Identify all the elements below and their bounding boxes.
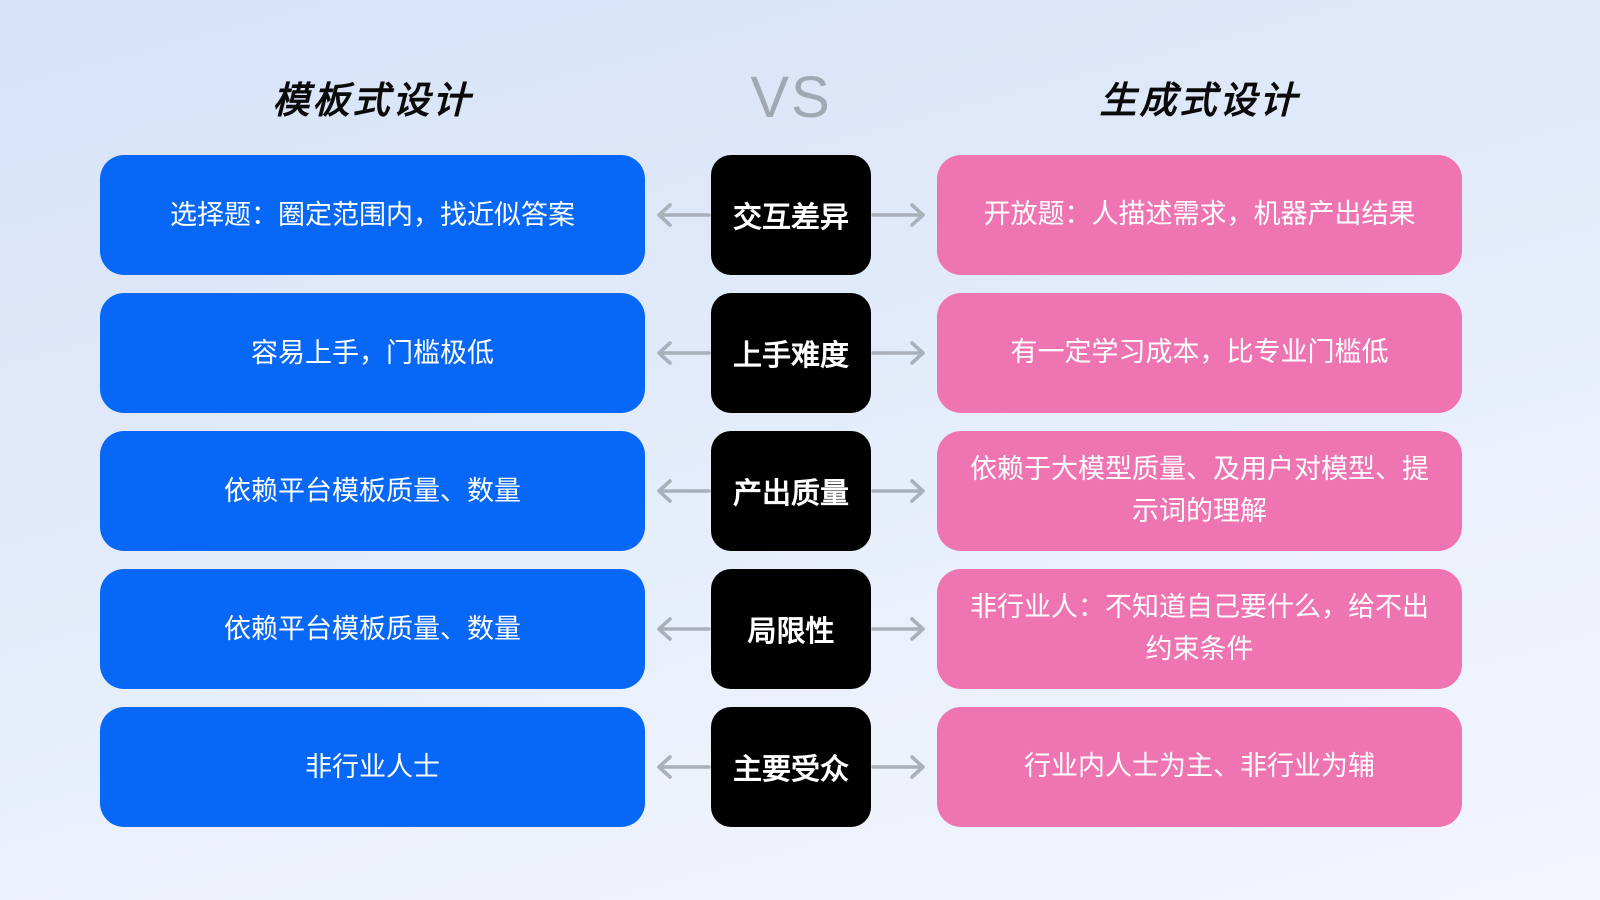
generative-design-cell: 开放题：人描述需求，机器产出结果 (937, 155, 1462, 275)
template-design-cell: 依赖平台模板质量、数量 (100, 431, 645, 551)
template-design-cell-text: 选择题：圈定范围内，找近似答案 (170, 199, 575, 230)
generative-design-cell-text: 行业内人士为主、非行业为辅 (1024, 751, 1375, 782)
right-column-title: 生成式设计 (1099, 80, 1300, 121)
dimension-label-text: 产出质量 (732, 478, 849, 510)
dimension-group: 上手难度 (645, 293, 937, 413)
dimension-label-text: 主要受众 (732, 754, 849, 786)
arrow-left-icon (657, 617, 711, 641)
header: 模板式设计 VS 生成式设计 (100, 52, 1462, 142)
row-audience: 非行业人士 主要受众 行业内人士为主、非行业为辅 (100, 707, 1462, 827)
arrow-left-icon (657, 341, 711, 365)
template-design-cell: 非行业人士 (100, 707, 645, 827)
dimension-label-text: 局限性 (747, 616, 835, 648)
dimension-label: 交互差异 (711, 155, 871, 275)
dimension-group: 局限性 (645, 569, 937, 689)
template-design-cell-text: 非行业人士 (305, 751, 440, 782)
dimension-group: 交互差异 (645, 155, 937, 275)
generative-design-cell: 行业内人士为主、非行业为辅 (937, 707, 1462, 827)
arrow-right-icon (871, 617, 925, 641)
arrow-right-icon (871, 755, 925, 779)
dimension-label: 上手难度 (711, 293, 871, 413)
generative-design-cell-text: 开放题：人描述需求，机器产出结果 (983, 199, 1416, 230)
comparison-rows: 选择题：圈定范围内，找近似答案 交互差异 开放题：人描述需求，机器产出结果 容易… (100, 155, 1462, 827)
arrow-right-icon (871, 341, 925, 365)
generative-design-cell-text: 有一定学习成本，比专业门槛低 (1010, 337, 1389, 368)
vs-label: VS (750, 64, 832, 130)
arrow-right-icon (871, 203, 925, 227)
generative-design-cell: 有一定学习成本，比专业门槛低 (937, 293, 1462, 413)
dimension-label: 局限性 (711, 569, 871, 689)
arrow-left-icon (657, 203, 711, 227)
template-design-cell: 容易上手，门槛极低 (100, 293, 645, 413)
arrow-right-icon (871, 479, 925, 503)
row-limitations: 依赖平台模板质量、数量 局限性 非行业人：不知道自己要什么，给不出约束条件 (100, 569, 1462, 689)
row-difficulty: 容易上手，门槛极低 上手难度 有一定学习成本，比专业门槛低 (100, 293, 1462, 413)
template-design-cell-text: 依赖平台模板质量、数量 (224, 613, 521, 644)
generative-design-cell-text: 非行业人：不知道自己要什么，给不出约束条件 (970, 592, 1429, 664)
row-interaction: 选择题：圈定范围内，找近似答案 交互差异 开放题：人描述需求，机器产出结果 (100, 155, 1462, 275)
arrow-left-icon (657, 755, 711, 779)
template-design-cell-text: 依赖平台模板质量、数量 (224, 475, 521, 506)
generative-design-cell: 依赖于大模型质量、及用户对模型、提示词的理解 (937, 431, 1462, 551)
dimension-label: 产出质量 (711, 431, 871, 551)
template-design-cell: 依赖平台模板质量、数量 (100, 569, 645, 689)
dimension-label-text: 交互差异 (732, 202, 849, 234)
dimension-group: 产出质量 (645, 431, 937, 551)
row-output-quality: 依赖平台模板质量、数量 产出质量 依赖于大模型质量、及用户对模型、提示词的理解 (100, 431, 1462, 551)
dimension-group: 主要受众 (645, 707, 937, 827)
generative-design-cell-text: 依赖于大模型质量、及用户对模型、提示词的理解 (970, 454, 1429, 526)
arrow-left-icon (657, 479, 711, 503)
dimension-label-text: 上手难度 (732, 340, 849, 372)
template-design-cell: 选择题：圈定范围内，找近似答案 (100, 155, 645, 275)
left-column-title: 模板式设计 (272, 80, 473, 121)
template-design-cell-text: 容易上手，门槛极低 (251, 337, 494, 368)
generative-design-cell: 非行业人：不知道自己要什么，给不出约束条件 (937, 569, 1462, 689)
dimension-label: 主要受众 (711, 707, 871, 827)
